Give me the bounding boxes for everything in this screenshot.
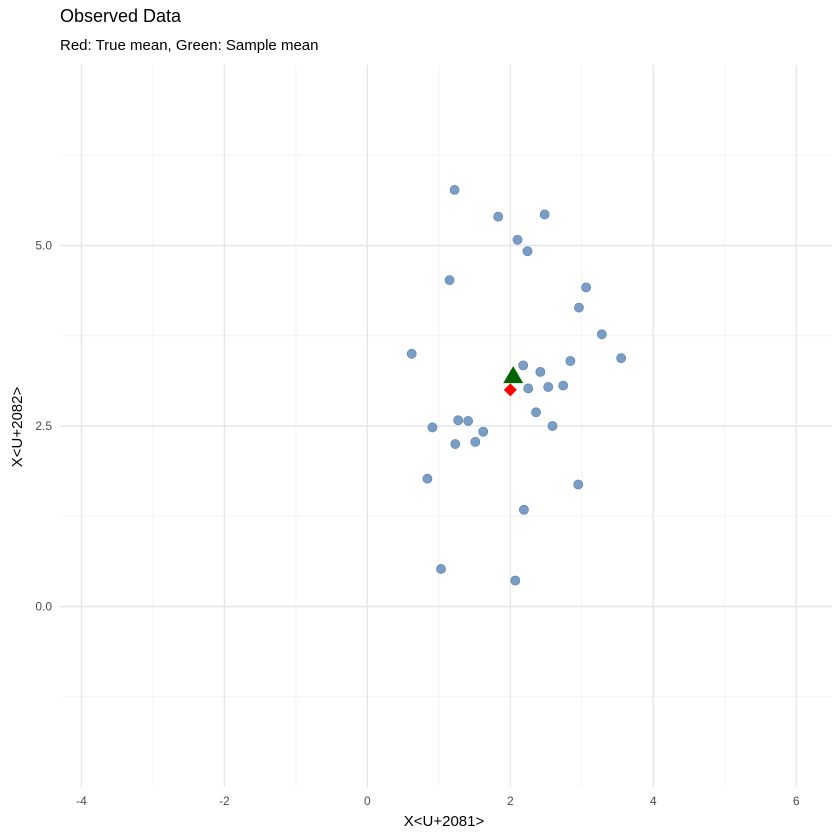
data-point — [574, 302, 584, 313]
data-point — [406, 348, 417, 359]
data-point — [478, 426, 489, 437]
data-point — [427, 422, 438, 433]
chart-subtitle: Red: True mean, Green: Sample mean — [60, 37, 319, 54]
data-point — [470, 436, 481, 447]
data-point — [543, 382, 554, 392]
data-point — [518, 360, 529, 371]
x-tick-label: 0 — [364, 794, 371, 808]
x-axis-ticks: -4 -2 0 2 4 6 — [76, 794, 800, 808]
x-tick-label: -4 — [76, 794, 87, 808]
data-point — [558, 380, 569, 391]
y-tick-label: 5.0 — [35, 239, 52, 253]
true-mean-marker — [503, 383, 517, 397]
data-point — [523, 383, 534, 394]
major-gridlines — [60, 65, 832, 787]
mean-markers — [503, 366, 524, 397]
data-point — [519, 504, 529, 515]
data-point — [596, 329, 607, 340]
data-point — [510, 575, 521, 586]
x-tick-label: 4 — [650, 794, 657, 808]
data-point — [450, 439, 461, 449]
data-point — [453, 415, 464, 426]
y-tick-label: 2.5 — [35, 419, 52, 433]
data-point — [463, 416, 474, 426]
sample-mean-marker — [503, 366, 524, 384]
data-point — [547, 421, 558, 431]
data-point — [573, 479, 584, 490]
data-point — [535, 366, 546, 377]
data-point — [522, 246, 533, 257]
chart-title: Observed Data — [60, 6, 182, 26]
y-tick-label: 0.0 — [35, 600, 52, 614]
data-points — [406, 185, 627, 586]
x-tick-label: 2 — [507, 794, 514, 808]
data-point — [539, 209, 550, 220]
data-point — [493, 211, 504, 222]
x-tick-label: -2 — [219, 794, 230, 808]
data-point — [616, 353, 627, 364]
data-point — [436, 564, 446, 574]
minor-gridlines — [60, 65, 832, 787]
data-point — [512, 234, 523, 245]
data-point — [422, 473, 433, 484]
y-axis-ticks: 0.0 2.5 5.0 — [35, 239, 52, 614]
data-point — [444, 275, 455, 286]
data-point — [565, 356, 576, 366]
data-point — [531, 407, 541, 418]
x-axis-title: X<U+2081> — [404, 813, 485, 830]
data-point — [449, 185, 460, 195]
y-axis-title: X<U+2082> — [9, 387, 26, 468]
data-point — [581, 282, 592, 293]
x-tick-label: 6 — [793, 794, 800, 808]
